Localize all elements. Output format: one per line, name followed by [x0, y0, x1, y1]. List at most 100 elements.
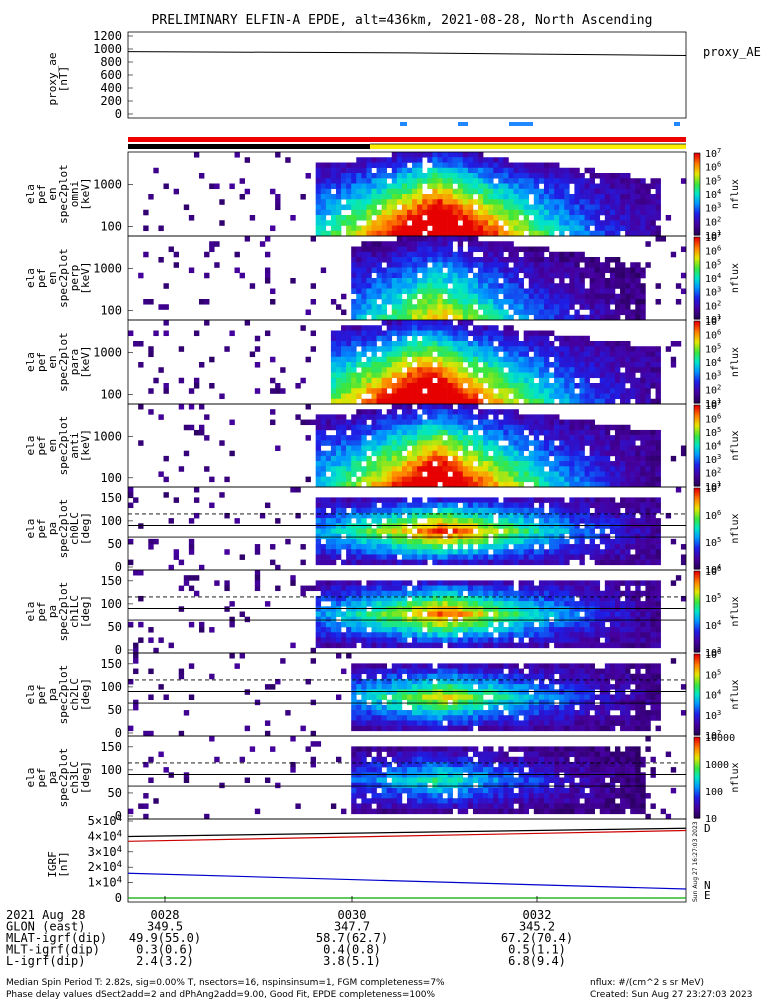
heatmap-cell: [432, 409, 438, 415]
heatmap-cell: [543, 538, 550, 545]
heatmap-cell: [366, 225, 372, 232]
heatmap-cell: [533, 461, 540, 467]
heatmap-cell: [330, 335, 337, 342]
heatmap-cell: [335, 611, 342, 617]
heatmap-cell: [513, 278, 519, 284]
heatmap-cell: [457, 267, 464, 274]
heatmap-cell: [589, 346, 595, 352]
heatmap-cell: [498, 502, 504, 509]
heatmap-cell: [625, 288, 631, 295]
heatmap-cell: [493, 424, 499, 431]
heatmap-cell: [538, 351, 545, 358]
heatmap-cell: [493, 502, 499, 509]
heatmap-cell: [361, 440, 367, 446]
heatmap-cell: [376, 393, 382, 400]
heatmap-cell: [422, 173, 428, 179]
colorbar-segment: [694, 443, 700, 447]
colorbar-segment: [694, 441, 700, 445]
heatmap-cell: [574, 471, 580, 477]
heatmap-cell: [523, 471, 530, 477]
heatmap-cell: [498, 429, 504, 436]
colorbar-tick-label: 107: [705, 399, 721, 412]
heatmap-cell: [503, 215, 509, 221]
heatmap-cell: [371, 267, 377, 274]
heatmap-cell: [488, 220, 494, 226]
heatmap-cell: [330, 450, 337, 457]
heatmap-cell: [523, 199, 530, 205]
heatmap-cell: [401, 409, 408, 415]
heatmap-cell: [325, 616, 332, 623]
heatmap-cell: [533, 309, 540, 316]
heatmap-cell: [549, 461, 555, 467]
heatmap-cell: [559, 304, 565, 310]
heatmap-cell: [640, 481, 646, 488]
heatmap-cell: [523, 445, 530, 451]
heatmap-cell: [483, 167, 489, 174]
heatmap-cell: [346, 362, 352, 368]
heatmap-cell: [320, 188, 327, 195]
heatmap-cell: [579, 424, 585, 431]
heatmap-cell: [178, 404, 185, 410]
heatmap-cell: [508, 533, 514, 540]
heatmap-cell: [417, 414, 423, 420]
heatmap-cell: [381, 356, 388, 363]
heatmap-cell: [543, 424, 550, 431]
heatmap-cell: [564, 314, 570, 321]
heatmap-cell: [533, 424, 540, 431]
colorbar-segment: [694, 343, 700, 347]
heatmap-cell: [335, 461, 342, 467]
heatmap-cell: [432, 278, 438, 284]
heatmap-cell: [320, 471, 327, 477]
heatmap-cell: [569, 356, 575, 363]
heatmap-cell: [351, 335, 357, 342]
heatmap-cell: [351, 377, 357, 384]
heatmap-cell: [366, 414, 372, 420]
heatmap-cell: [442, 419, 448, 426]
heatmap-cell: [356, 429, 362, 436]
colorbar-tick-label: 106: [705, 245, 721, 258]
heatmap-cell: [574, 481, 580, 488]
panel-ylabel: [nT]: [57, 66, 70, 93]
heatmap-cell: [640, 293, 646, 300]
heatmap-cell: [518, 199, 524, 205]
heatmap-cell: [401, 544, 408, 550]
heatmap-cell: [335, 606, 342, 612]
heatmap-cell: [518, 304, 524, 310]
heatmap-cell: [508, 209, 514, 216]
heatmap-cell: [508, 257, 514, 263]
heatmap-cell: [148, 388, 154, 394]
heatmap-cell: [599, 538, 606, 545]
heatmap-cell: [533, 450, 540, 457]
heatmap-cell: [508, 335, 514, 342]
colorbar-tick-label: 104: [705, 188, 721, 201]
heatmap-cell: [543, 445, 550, 451]
heatmap-cell: [224, 606, 230, 612]
heatmap-cell: [574, 215, 580, 221]
heatmap-cell: [346, 455, 352, 462]
heatmap-cell: [401, 497, 408, 503]
heatmap-cell: [559, 183, 565, 190]
heatmap-cell: [493, 309, 499, 316]
heatmap-cell: [386, 241, 393, 247]
heatmap-cell: [574, 502, 580, 509]
heatmap-cell: [574, 466, 580, 472]
heatmap-cell: [483, 367, 489, 373]
panel-ylabel: spec2plot: [57, 416, 70, 476]
heatmap-cell: [630, 194, 636, 200]
heatmap-cell: [351, 204, 357, 211]
heatmap-cell: [523, 299, 530, 305]
heatmap-cell: [675, 283, 682, 289]
colorbar-segment: [694, 496, 700, 499]
heatmap-cell: [366, 455, 372, 462]
heatmap-cell: [447, 278, 453, 284]
heatmap-cell: [569, 476, 575, 483]
heatmap-cell: [386, 346, 393, 352]
heatmap-cell: [518, 225, 524, 232]
heatmap-cell: [498, 383, 504, 389]
heatmap-cell: [412, 367, 418, 373]
heatmap-cell: [518, 356, 524, 363]
heatmap-cell: [594, 215, 601, 221]
heatmap-cell: [330, 595, 337, 602]
heatmap-cell: [488, 362, 494, 368]
heatmap-cell: [467, 356, 474, 363]
